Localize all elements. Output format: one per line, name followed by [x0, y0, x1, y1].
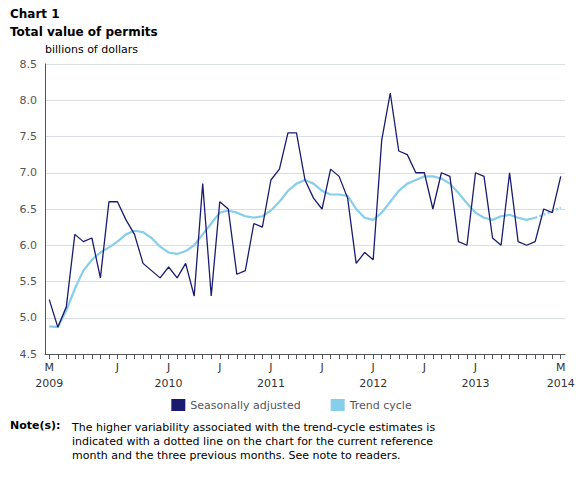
svg-text:2009: 2009	[35, 377, 63, 390]
svg-text:The higher variability associa: The higher variability associated with t…	[71, 421, 435, 434]
svg-text:J: J	[268, 361, 272, 374]
svg-text:2014: 2014	[547, 377, 575, 390]
svg-text:7.0: 7.0	[20, 166, 38, 179]
svg-text:J: J	[217, 361, 221, 374]
svg-text:Chart 1: Chart 1	[10, 7, 60, 21]
svg-text:Seasonally adjusted: Seasonally adjusted	[190, 399, 300, 412]
svg-text:7.5: 7.5	[20, 130, 38, 143]
svg-text:Trend cycle: Trend cycle	[349, 399, 412, 412]
svg-text:billions of dollars: billions of dollars	[45, 43, 138, 56]
svg-text:J: J	[371, 361, 375, 374]
svg-text:J: J	[473, 361, 477, 374]
svg-text:M: M	[556, 361, 566, 374]
svg-text:Total value of permits: Total value of permits	[10, 25, 158, 39]
svg-text:2012: 2012	[359, 377, 387, 390]
svg-text:M: M	[45, 361, 55, 374]
svg-text:5.5: 5.5	[20, 275, 38, 288]
svg-text:J: J	[319, 361, 323, 374]
svg-text:2011: 2011	[257, 377, 285, 390]
svg-text:2013: 2013	[461, 377, 489, 390]
svg-text:8.5: 8.5	[20, 58, 38, 71]
svg-text:6.5: 6.5	[20, 203, 38, 216]
svg-text:Note(s):: Note(s):	[10, 419, 60, 432]
svg-text:4.5: 4.5	[20, 348, 38, 361]
svg-text:indicated with a dotted line o: indicated with a dotted line on the char…	[72, 435, 433, 448]
svg-text:6.0: 6.0	[20, 239, 38, 252]
svg-text:J: J	[422, 361, 426, 374]
svg-text:8.0: 8.0	[20, 94, 38, 107]
svg-text:J: J	[166, 361, 170, 374]
svg-text:month and the three previous m: month and the three previous months. See…	[72, 449, 401, 462]
svg-text:J: J	[115, 361, 119, 374]
svg-text:5.0: 5.0	[20, 311, 38, 324]
svg-text:2010: 2010	[155, 377, 183, 390]
